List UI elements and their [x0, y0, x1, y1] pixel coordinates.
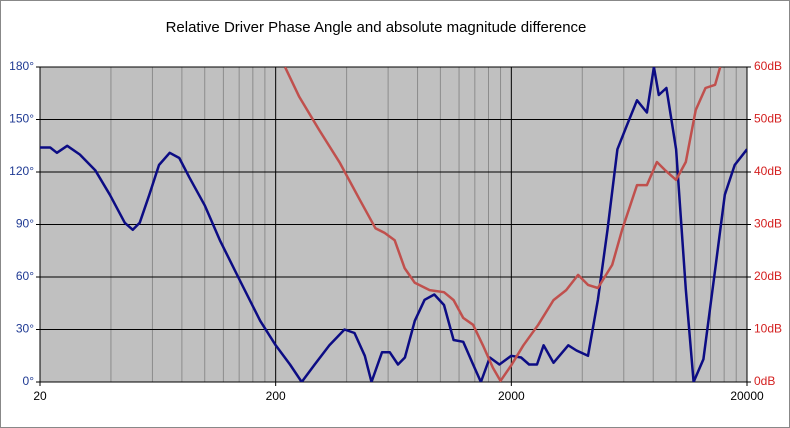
y2-tick-label: 30dB: [754, 217, 782, 231]
x-tick-label: 20: [33, 389, 47, 403]
y-tick-label: 150°: [9, 112, 34, 126]
y2-tick-label: 0dB: [754, 374, 775, 388]
y2-tick-label: 10dB: [754, 322, 782, 336]
y-tick-label: 180°: [9, 59, 34, 73]
plot-border: [39, 66, 748, 383]
y2-tick-label: 50dB: [754, 112, 782, 126]
y-tick-label: 30°: [16, 322, 34, 336]
y-tick-label: 60°: [16, 269, 34, 283]
x-tick-label: 200: [266, 389, 286, 403]
y-tick-label: 0°: [23, 374, 35, 388]
y2-tick-label: 20dB: [754, 269, 782, 283]
y2-tick-label: 40dB: [754, 164, 782, 178]
series-line: [283, 67, 722, 382]
y-tick-label: 90°: [16, 217, 34, 231]
chart-title: Relative Driver Phase Angle and absolute…: [166, 19, 587, 36]
series-group: [40, 67, 747, 382]
x-tick-label: 20000: [730, 389, 764, 403]
series-line: [40, 67, 747, 382]
y-tick-label: 120°: [9, 164, 34, 178]
y2-tick-label: 60dB: [754, 59, 782, 73]
x-tick-label: 2000: [498, 389, 525, 403]
